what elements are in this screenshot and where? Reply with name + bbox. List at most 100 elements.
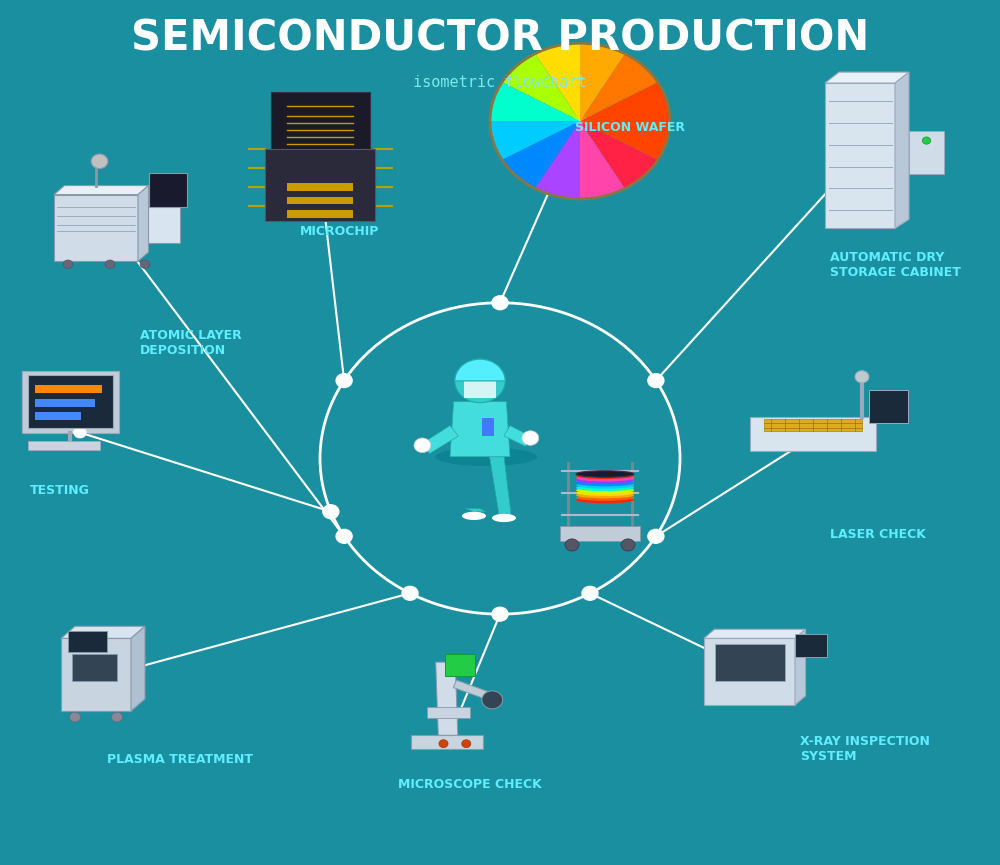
- Wedge shape: [490, 121, 580, 160]
- Polygon shape: [464, 381, 496, 398]
- Text: LASER CHECK: LASER CHECK: [830, 528, 926, 541]
- Circle shape: [574, 116, 586, 126]
- Polygon shape: [131, 626, 145, 711]
- Circle shape: [444, 730, 456, 740]
- Polygon shape: [453, 680, 497, 702]
- Circle shape: [854, 151, 866, 161]
- Ellipse shape: [576, 475, 634, 482]
- Polygon shape: [138, 186, 149, 261]
- Wedge shape: [502, 54, 580, 121]
- Circle shape: [439, 740, 448, 747]
- Ellipse shape: [435, 447, 537, 466]
- Ellipse shape: [576, 487, 634, 494]
- Text: AUTOMATIC DRY
STORAGE CABINET: AUTOMATIC DRY STORAGE CABINET: [830, 251, 961, 279]
- Circle shape: [336, 529, 352, 543]
- Wedge shape: [580, 82, 670, 121]
- Polygon shape: [54, 186, 149, 195]
- Polygon shape: [54, 195, 138, 261]
- Circle shape: [323, 505, 339, 519]
- Polygon shape: [825, 72, 909, 83]
- Polygon shape: [750, 418, 876, 451]
- Polygon shape: [34, 385, 102, 394]
- Text: isometric flowchart: isometric flowchart: [413, 74, 587, 90]
- Wedge shape: [490, 82, 580, 121]
- Circle shape: [74, 427, 86, 438]
- Polygon shape: [795, 633, 826, 657]
- Ellipse shape: [576, 482, 634, 489]
- Circle shape: [922, 137, 931, 144]
- Polygon shape: [68, 631, 106, 651]
- Polygon shape: [764, 420, 862, 432]
- Polygon shape: [287, 197, 353, 204]
- Polygon shape: [427, 708, 470, 718]
- Circle shape: [414, 438, 431, 452]
- Circle shape: [855, 371, 869, 383]
- Text: PLASMA TREATMENT: PLASMA TREATMENT: [107, 753, 253, 766]
- Circle shape: [522, 431, 539, 445]
- Ellipse shape: [576, 471, 634, 477]
- Circle shape: [402, 586, 418, 600]
- Circle shape: [565, 539, 579, 551]
- Polygon shape: [704, 630, 806, 638]
- Polygon shape: [34, 413, 81, 420]
- Polygon shape: [445, 654, 475, 676]
- Ellipse shape: [576, 490, 634, 496]
- Polygon shape: [714, 644, 784, 681]
- Wedge shape: [580, 121, 658, 189]
- Circle shape: [91, 154, 108, 169]
- Polygon shape: [490, 457, 511, 516]
- Polygon shape: [22, 370, 119, 432]
- Text: ATOMIC LAYER
DEPOSITION: ATOMIC LAYER DEPOSITION: [140, 329, 242, 356]
- Circle shape: [455, 359, 505, 403]
- Polygon shape: [825, 83, 895, 228]
- Circle shape: [648, 374, 664, 388]
- Text: SILICON WAFER: SILICON WAFER: [575, 121, 685, 134]
- Polygon shape: [450, 401, 510, 457]
- Ellipse shape: [576, 494, 634, 501]
- Circle shape: [69, 712, 81, 722]
- Text: MICROSCOPE CHECK: MICROSCOPE CHECK: [398, 778, 542, 791]
- Polygon shape: [422, 426, 458, 453]
- Polygon shape: [270, 93, 370, 154]
- Polygon shape: [411, 735, 483, 749]
- Circle shape: [462, 740, 471, 747]
- Polygon shape: [704, 638, 795, 705]
- Circle shape: [104, 220, 116, 230]
- Circle shape: [814, 427, 826, 438]
- Text: X-RAY INSPECTION
SYSTEM: X-RAY INSPECTION SYSTEM: [800, 735, 930, 763]
- Polygon shape: [28, 441, 100, 451]
- Polygon shape: [34, 399, 95, 407]
- Polygon shape: [436, 663, 458, 735]
- Ellipse shape: [576, 497, 634, 503]
- Polygon shape: [287, 210, 353, 218]
- Circle shape: [104, 670, 116, 680]
- Text: TESTING: TESTING: [30, 484, 90, 497]
- Polygon shape: [61, 638, 131, 711]
- Wedge shape: [535, 43, 580, 121]
- Polygon shape: [149, 174, 187, 207]
- Wedge shape: [580, 121, 625, 199]
- Circle shape: [492, 296, 508, 310]
- Circle shape: [582, 586, 598, 600]
- Polygon shape: [895, 72, 909, 228]
- Polygon shape: [504, 426, 530, 446]
- Ellipse shape: [576, 472, 634, 479]
- Polygon shape: [61, 626, 145, 638]
- Polygon shape: [795, 630, 806, 705]
- Polygon shape: [466, 509, 486, 512]
- Polygon shape: [482, 419, 494, 436]
- Wedge shape: [535, 121, 580, 199]
- Ellipse shape: [462, 512, 486, 520]
- Text: MICROCHIP: MICROCHIP: [300, 225, 380, 238]
- Wedge shape: [580, 121, 670, 160]
- Ellipse shape: [576, 480, 634, 486]
- Circle shape: [621, 539, 635, 551]
- Circle shape: [105, 260, 115, 268]
- Polygon shape: [138, 195, 180, 243]
- Polygon shape: [869, 390, 908, 424]
- Circle shape: [482, 691, 503, 708]
- Circle shape: [111, 712, 123, 722]
- Circle shape: [648, 529, 664, 543]
- Polygon shape: [72, 654, 117, 681]
- Circle shape: [314, 168, 326, 178]
